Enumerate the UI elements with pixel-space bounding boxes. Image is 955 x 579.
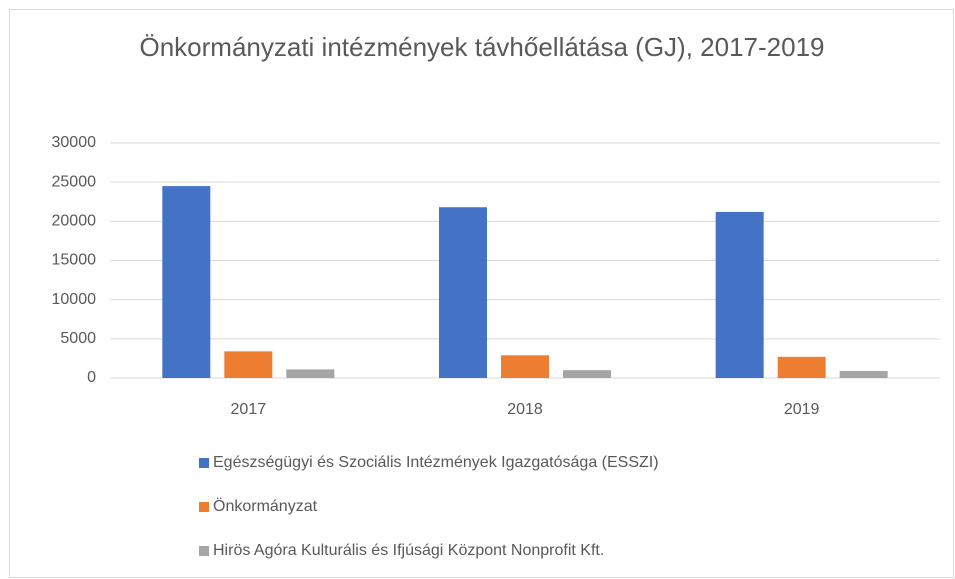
x-tick-label: 2017 xyxy=(231,401,267,418)
bar xyxy=(501,355,549,378)
y-tick-label: 20000 xyxy=(52,213,97,230)
y-tick-label: 30000 xyxy=(52,134,97,151)
bar xyxy=(224,351,273,378)
legend-swatch xyxy=(199,458,209,468)
x-tick-label: 2019 xyxy=(784,401,820,418)
legend-label: Egészségügyi és Szociális Intézmények Ig… xyxy=(213,454,659,471)
legend-swatch xyxy=(199,502,209,512)
y-tick-label: 0 xyxy=(87,369,96,386)
bar xyxy=(563,370,611,378)
bar xyxy=(162,186,211,378)
y-tick-label: 5000 xyxy=(60,330,96,347)
legend-label: Hirös Agóra Kulturális és Ifjúsági Közpo… xyxy=(213,542,604,559)
y-tick-label: 15000 xyxy=(52,252,97,269)
legend-swatch xyxy=(199,546,209,556)
x-tick-label: 2018 xyxy=(507,401,543,418)
bar xyxy=(777,356,826,378)
chart-title: Önkormányzati intézmények távhőellátása … xyxy=(139,32,825,62)
bar xyxy=(439,207,487,378)
legend-label: Önkormányzat xyxy=(213,497,318,515)
bar xyxy=(839,370,888,378)
y-tick-label: 10000 xyxy=(52,291,97,308)
bar xyxy=(286,369,335,378)
y-tick-label: 25000 xyxy=(52,173,97,190)
bar xyxy=(715,211,764,378)
